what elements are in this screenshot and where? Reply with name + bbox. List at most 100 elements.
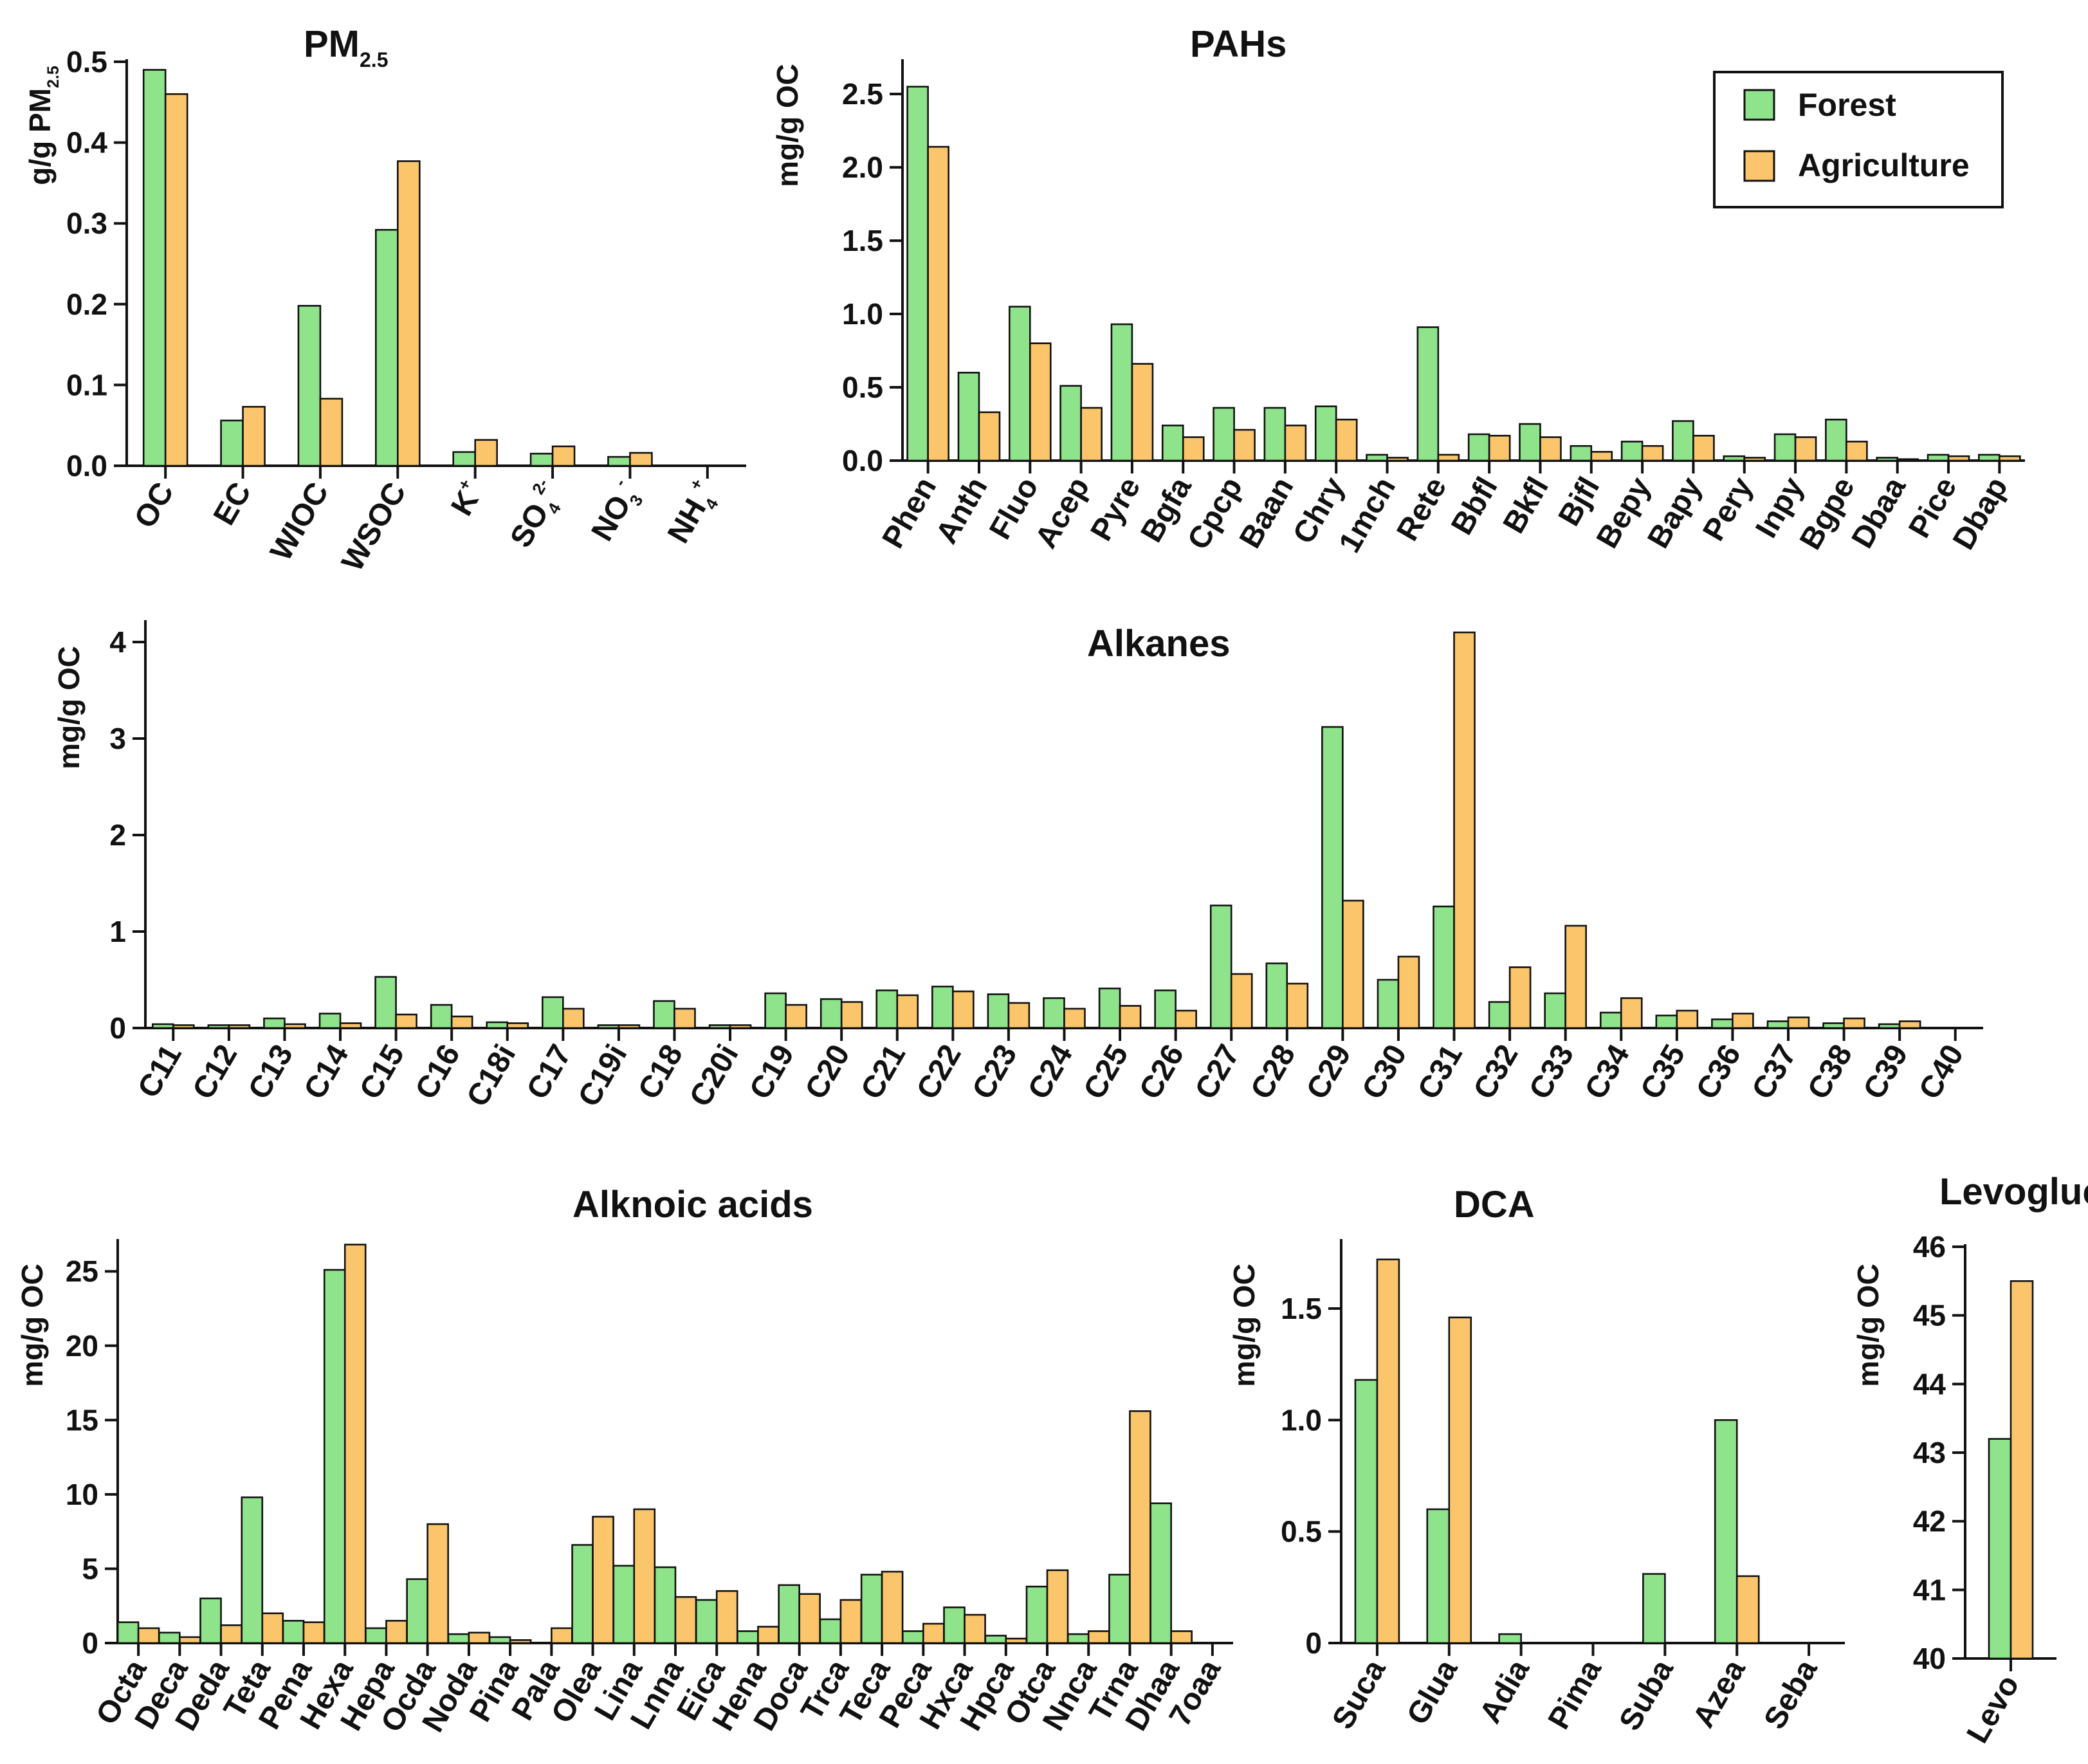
pahs-bar-agriculture	[1692, 434, 1715, 462]
alkanes-bar-forest	[1098, 988, 1121, 1029]
acids-bar-forest	[860, 1574, 883, 1644]
dca-xtick-label: Azea	[1687, 1654, 1752, 1734]
alkanes-bar-forest	[987, 993, 1010, 1029]
pahs-bar-agriculture	[1029, 342, 1052, 462]
alkanes-bar-agriculture	[1676, 1009, 1699, 1029]
levo-ytick-label: 46	[1913, 1230, 1946, 1263]
pahs-bar-agriculture	[1896, 458, 1919, 462]
acids-bar-forest	[323, 1269, 346, 1644]
alkanes-xtick-label: C33	[1523, 1039, 1580, 1105]
alkanes-xtick-label: C20	[799, 1039, 857, 1105]
acids-bar-agriculture	[1087, 1630, 1110, 1644]
alkanes-bar-agriculture	[673, 1007, 696, 1029]
acids-title: Alknoic acids	[572, 1184, 813, 1226]
chart-dca: 0 0.5 1.0 1.5 DCA mg/g OC Suca Glua Adia Pima Suba…	[1227, 1184, 1845, 1736]
pm25-xtick-label: OC	[128, 477, 181, 534]
pahs-bar-forest	[1059, 385, 1082, 462]
alkanes-bar-forest	[653, 1000, 675, 1029]
alkanes-bar-forest	[1265, 962, 1288, 1029]
pahs-bar-agriculture	[1386, 457, 1409, 462]
acids-bar-agriculture	[1005, 1637, 1028, 1644]
acids-bar-agriculture	[798, 1593, 821, 1644]
alkanes-bar-agriculture	[395, 1013, 417, 1029]
pm25-ytick-label: 0.5	[66, 45, 107, 78]
pahs-bar-forest	[1263, 407, 1287, 462]
pm25-bar-forest	[452, 451, 476, 467]
pahs-bar-agriculture	[1437, 454, 1460, 462]
pahs-bar-agriculture	[1845, 441, 1868, 462]
dca-ytick-label: 1.0	[1281, 1403, 1322, 1437]
alkanes-xtick-label: C15	[353, 1039, 411, 1105]
pm25-xtick-label: WIOC	[264, 477, 335, 567]
acids-bar-agriculture	[261, 1612, 284, 1644]
pahs-bar-forest	[1519, 423, 1541, 462]
alkanes-bar-agriculture	[1286, 982, 1309, 1029]
levo-ytick-label: 40	[1913, 1642, 1946, 1675]
alkanes-bar-forest	[931, 986, 954, 1029]
pahs-bar-forest	[1467, 433, 1490, 462]
acids-ytick-label: 0	[82, 1626, 98, 1660]
alkanes-xtick-label: C30	[1356, 1039, 1414, 1105]
pahs-bar-agriculture	[1080, 407, 1103, 462]
alkanes-bar-forest	[1711, 1018, 1734, 1029]
alkanes-xtick-label: C38	[1801, 1039, 1859, 1105]
acids-ytick-label: 10	[66, 1478, 98, 1511]
alkanes-bar-forest	[1321, 726, 1344, 1029]
acids-bar-agriculture	[426, 1523, 449, 1644]
pahs-bar-forest	[1161, 424, 1184, 462]
acids-bar-agriculture	[1129, 1410, 1151, 1644]
levo-ytick-label: 42	[1913, 1505, 1946, 1538]
pm25-ytick-label: 0.0	[66, 449, 107, 482]
dca-bar-agriculture	[1735, 1575, 1760, 1644]
pahs-bar-agriculture	[1743, 457, 1766, 462]
acids-bar-forest	[365, 1627, 387, 1644]
pm25-bar-forest	[220, 419, 244, 467]
acids-ytick-label: 5	[82, 1552, 98, 1585]
alkanes-bar-agriculture	[1564, 924, 1587, 1029]
alkanes-bar-forest	[486, 1021, 509, 1029]
acids-bar-agriculture	[757, 1626, 780, 1644]
alkanes-xtick-label: C31	[1411, 1039, 1469, 1105]
alkanes-bar-forest	[1043, 997, 1065, 1029]
alkanes-xtick-label: C27	[1189, 1039, 1247, 1105]
dca-ytick-label: 0.5	[1281, 1515, 1322, 1548]
pahs-xtick-label: Dbap	[1946, 472, 2015, 555]
dca-bar-forest	[1354, 1379, 1378, 1644]
alkanes-bar-forest	[1766, 1020, 1790, 1029]
legend-swatch-forest	[1743, 89, 1775, 121]
levo-title: Levoglucosan	[1939, 1171, 2088, 1213]
pahs-bar-forest	[1723, 455, 1746, 462]
alkanes-bar-forest	[430, 1004, 453, 1029]
acids-ytick-label: 15	[66, 1403, 98, 1437]
acids-bar-agriculture	[343, 1244, 367, 1644]
acids-bar-forest	[158, 1631, 181, 1644]
acids-bar-forest	[819, 1618, 842, 1644]
pm25-ytick-label: 0.3	[66, 207, 107, 240]
pahs-bar-forest	[1416, 326, 1440, 462]
pahs-bar-forest	[1366, 454, 1388, 462]
acids-bar-agriculture	[922, 1622, 945, 1644]
alkanes-bar-forest	[374, 976, 397, 1029]
pahs-bar-forest	[1978, 454, 2001, 462]
alkanes-bar-agriculture	[228, 1024, 251, 1029]
pm25-xtick-label: NH4+	[659, 475, 728, 552]
pahs-title: PAHs	[1190, 23, 1287, 65]
pahs-bar-forest	[1110, 323, 1133, 462]
alkanes-bar-agriculture	[1230, 973, 1253, 1029]
acids-bar-agriculture	[302, 1621, 325, 1644]
pahs-bar-agriculture	[1284, 424, 1307, 462]
dca-bar-agriculture	[1376, 1258, 1400, 1644]
alkanes-bar-forest	[1599, 1011, 1622, 1029]
levo-ytick-label: 45	[1913, 1299, 1946, 1332]
dca-xtick-label: Suca	[1326, 1654, 1392, 1735]
dca-ylabel: mg/g OC	[1227, 1263, 1261, 1387]
alkanes-bar-agriculture	[339, 1022, 362, 1029]
acids-bar-forest	[778, 1584, 800, 1644]
levo-ytick-label: 43	[1913, 1436, 1946, 1469]
acids-bar-forest	[612, 1565, 636, 1644]
alkanes-bar-forest	[1544, 992, 1566, 1029]
acids-bar-agriculture	[551, 1627, 573, 1644]
pm25-xtick-label: WSOC	[335, 477, 413, 577]
acids-bar-forest	[1067, 1633, 1090, 1644]
